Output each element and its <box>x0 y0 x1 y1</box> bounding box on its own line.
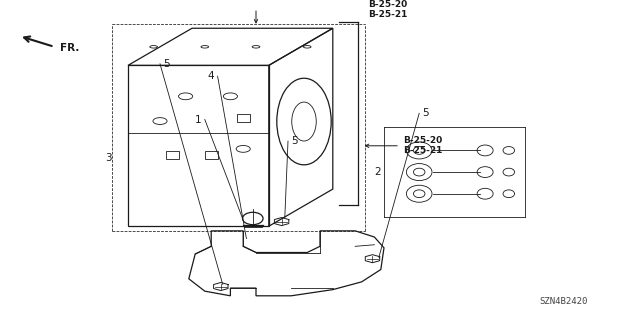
Text: 2: 2 <box>374 167 381 177</box>
Text: 4: 4 <box>208 71 214 81</box>
Text: 1: 1 <box>195 115 202 124</box>
Text: 5: 5 <box>291 136 298 146</box>
Text: 5: 5 <box>163 59 170 69</box>
Text: B-25-20
B-25-21: B-25-20 B-25-21 <box>368 0 408 19</box>
Text: 5: 5 <box>422 108 429 118</box>
Text: B-25-20
B-25-21: B-25-20 B-25-21 <box>403 136 443 155</box>
Text: SZN4B2420: SZN4B2420 <box>539 298 588 307</box>
Text: FR.: FR. <box>60 43 79 53</box>
Text: 3: 3 <box>106 153 112 163</box>
